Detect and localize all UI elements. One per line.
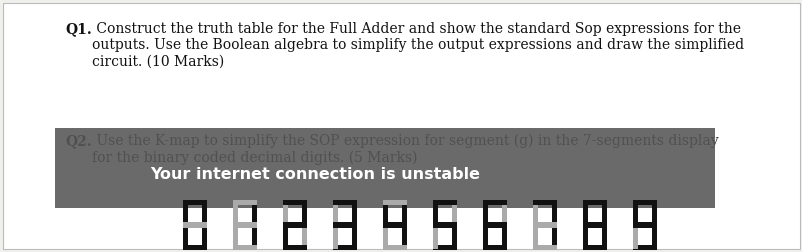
Bar bbox=[432, 245, 456, 250]
Bar bbox=[183, 228, 188, 249]
Bar bbox=[332, 205, 338, 227]
Bar bbox=[632, 205, 637, 227]
Bar bbox=[432, 223, 456, 228]
Bar bbox=[632, 228, 637, 249]
Bar bbox=[332, 223, 357, 228]
Bar bbox=[233, 200, 257, 205]
Bar bbox=[432, 200, 456, 205]
Bar bbox=[602, 205, 606, 227]
Bar bbox=[183, 200, 207, 205]
Bar bbox=[532, 223, 557, 228]
Bar bbox=[452, 228, 456, 249]
Bar bbox=[602, 228, 606, 249]
Text: Your internet connection is unstable: Your internet connection is unstable bbox=[150, 167, 480, 182]
Bar bbox=[352, 228, 357, 249]
Bar bbox=[183, 223, 207, 228]
Bar bbox=[432, 205, 437, 227]
Bar bbox=[632, 200, 656, 205]
Text: Q1.: Q1. bbox=[65, 22, 91, 36]
Bar bbox=[482, 205, 488, 227]
Bar bbox=[501, 228, 507, 249]
Bar bbox=[202, 205, 207, 227]
Bar bbox=[632, 223, 656, 228]
Bar bbox=[302, 205, 307, 227]
Text: Q2.: Q2. bbox=[65, 134, 91, 148]
Bar bbox=[282, 245, 307, 250]
Bar bbox=[402, 205, 407, 227]
Bar bbox=[632, 245, 656, 250]
Bar bbox=[532, 245, 557, 250]
Bar bbox=[501, 205, 507, 227]
Bar bbox=[552, 205, 557, 227]
Bar bbox=[233, 245, 257, 250]
Bar bbox=[651, 228, 656, 249]
Bar bbox=[332, 200, 357, 205]
Bar bbox=[582, 200, 606, 205]
Bar bbox=[532, 228, 537, 249]
Bar bbox=[482, 223, 507, 228]
Bar bbox=[532, 200, 557, 205]
Bar bbox=[482, 245, 507, 250]
Bar bbox=[432, 228, 437, 249]
Bar bbox=[452, 205, 456, 227]
Bar bbox=[482, 228, 488, 249]
Bar bbox=[202, 228, 207, 249]
Bar bbox=[282, 223, 307, 228]
Bar bbox=[582, 245, 606, 250]
Bar bbox=[282, 205, 287, 227]
Bar bbox=[233, 223, 257, 228]
Bar bbox=[352, 205, 357, 227]
Bar bbox=[383, 223, 407, 228]
Bar bbox=[552, 228, 557, 249]
Bar bbox=[582, 223, 606, 228]
Bar bbox=[383, 205, 387, 227]
Bar bbox=[233, 228, 237, 249]
Bar bbox=[55, 128, 714, 208]
Bar bbox=[383, 245, 407, 250]
Bar bbox=[482, 200, 507, 205]
Bar bbox=[282, 200, 307, 205]
Bar bbox=[282, 228, 287, 249]
Bar bbox=[233, 205, 237, 227]
Bar bbox=[651, 205, 656, 227]
Text: Use the K-map to simplify the SOP expression for segment (g) in the 7-segments d: Use the K-map to simplify the SOP expres… bbox=[92, 134, 718, 165]
Bar bbox=[332, 228, 338, 249]
Bar bbox=[582, 205, 587, 227]
Bar bbox=[252, 228, 257, 249]
Bar bbox=[183, 205, 188, 227]
Bar bbox=[252, 205, 257, 227]
Text: Construct the truth table for the Full Adder and show the standard Sop expressio: Construct the truth table for the Full A… bbox=[92, 22, 743, 68]
Bar bbox=[582, 228, 587, 249]
Bar bbox=[183, 245, 207, 250]
Bar bbox=[383, 228, 387, 249]
Bar bbox=[302, 228, 307, 249]
Bar bbox=[402, 228, 407, 249]
Bar bbox=[383, 200, 407, 205]
Bar bbox=[332, 245, 357, 250]
Bar bbox=[532, 205, 537, 227]
